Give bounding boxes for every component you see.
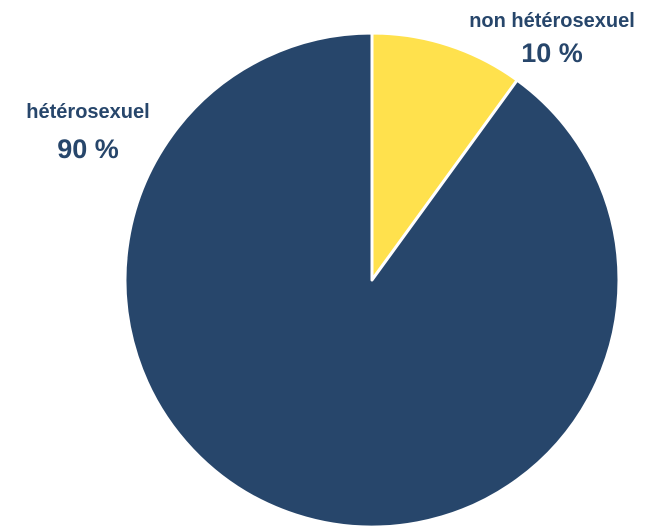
pie-slice-1 xyxy=(123,31,621,527)
slice-value-label: 10 % xyxy=(521,38,583,68)
slice-label-heterosexuel: hétérosexuel 90 % xyxy=(26,101,149,164)
slice-value-label: 90 % xyxy=(57,134,119,164)
pie-slices xyxy=(123,31,621,527)
pie-slice-0 xyxy=(370,31,519,282)
slice-label-non-heterosexuel: non hétérosexuel 10 % xyxy=(469,10,635,68)
slice-name-label: hétérosexuel xyxy=(26,101,149,123)
slice-name-label: non hétérosexuel xyxy=(469,10,635,32)
